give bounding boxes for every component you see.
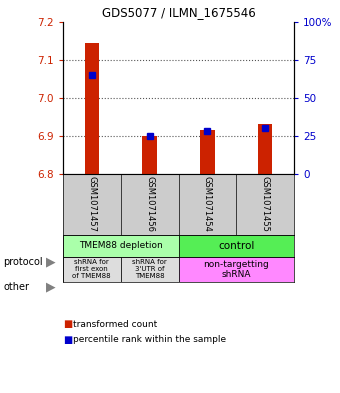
Bar <box>85 42 99 174</box>
Text: shRNA for
3'UTR of
TMEM88: shRNA for 3'UTR of TMEM88 <box>132 259 167 279</box>
Text: control: control <box>218 241 254 251</box>
Text: GSM1071457: GSM1071457 <box>87 176 96 232</box>
Text: ▶: ▶ <box>46 255 55 268</box>
Text: GSM1071455: GSM1071455 <box>261 176 270 232</box>
Bar <box>178 257 294 282</box>
Text: percentile rank within the sample: percentile rank within the sample <box>73 336 226 344</box>
Text: TMEM88 depletion: TMEM88 depletion <box>79 241 163 250</box>
Text: ■: ■ <box>63 319 72 329</box>
Text: transformed count: transformed count <box>73 320 157 329</box>
Title: GDS5077 / ILMN_1675546: GDS5077 / ILMN_1675546 <box>102 6 255 19</box>
Text: protocol: protocol <box>3 257 43 267</box>
Bar <box>63 235 178 257</box>
Text: other: other <box>3 282 29 292</box>
Bar <box>258 124 272 174</box>
Bar <box>178 235 294 257</box>
Bar <box>63 257 121 282</box>
Text: ■: ■ <box>63 335 72 345</box>
Bar <box>121 257 178 282</box>
Bar <box>200 130 215 174</box>
Text: GSM1071456: GSM1071456 <box>145 176 154 232</box>
Text: ▶: ▶ <box>46 281 55 294</box>
Text: shRNA for
first exon
of TMEM88: shRNA for first exon of TMEM88 <box>72 259 111 279</box>
Text: GSM1071454: GSM1071454 <box>203 176 212 232</box>
Bar <box>142 136 157 174</box>
Text: non-targetting
shRNA: non-targetting shRNA <box>203 260 269 279</box>
